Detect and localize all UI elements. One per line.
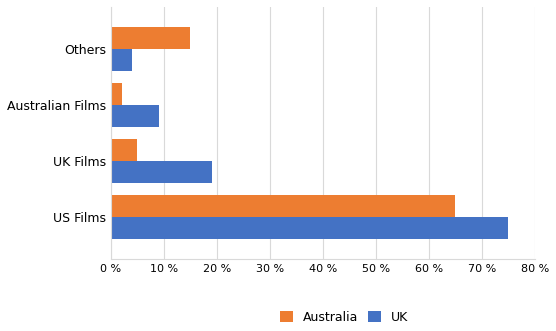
Bar bbox=[111, 195, 455, 217]
Bar bbox=[111, 139, 137, 161]
Bar bbox=[111, 105, 158, 127]
Bar bbox=[111, 161, 212, 183]
Bar bbox=[111, 82, 122, 105]
Legend: Australia, UK: Australia, UK bbox=[280, 310, 408, 323]
Bar bbox=[111, 217, 508, 239]
Bar bbox=[111, 49, 132, 71]
Bar bbox=[111, 26, 191, 49]
